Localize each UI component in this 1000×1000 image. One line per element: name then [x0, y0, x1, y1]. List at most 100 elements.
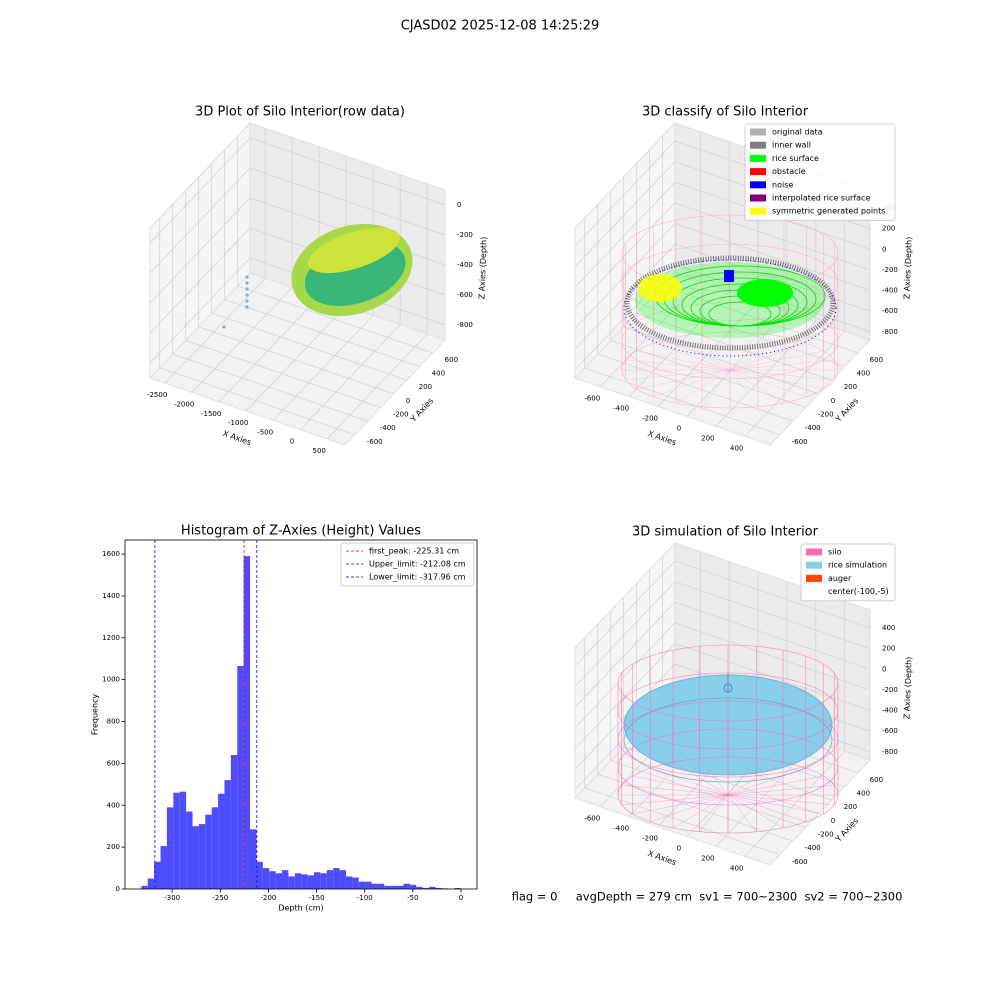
- silo-spoke: [727, 767, 806, 796]
- z-tick-label: 0: [457, 201, 461, 209]
- plot-frame: [124, 539, 478, 890]
- status-footer: flag = 0 avgDepth = 279 cm sv1 = 700~230…: [512, 890, 903, 904]
- grid-line: [185, 340, 381, 408]
- grid-line: [744, 751, 845, 857]
- histogram-bar: [339, 870, 346, 889]
- z-tick-label: 400: [882, 624, 895, 632]
- z-tick-label: -600: [457, 291, 473, 299]
- legend-label: inner wall: [772, 141, 811, 150]
- histogram-bar: [435, 887, 442, 889]
- x-tick-label: 0: [290, 438, 294, 446]
- grid-line: [674, 560, 871, 629]
- grid-line: [574, 602, 676, 708]
- grid-line: [574, 243, 676, 350]
- legend-label: symmetric generated points: [772, 207, 885, 216]
- grid-line: [584, 787, 780, 856]
- histogram-bar: [269, 871, 276, 889]
- z-axis-label: Z Axies (Depth): [477, 237, 488, 300]
- z-tick-label: -200: [882, 266, 898, 274]
- z-tick-label: 200: [882, 225, 895, 233]
- silo-spoke: [625, 369, 731, 381]
- histogram-bar: [352, 877, 359, 889]
- y-axis-label: Frequency: [91, 694, 100, 736]
- grid-line: [657, 301, 759, 407]
- legend-patch: [750, 181, 766, 189]
- grid-line: [674, 202, 871, 271]
- y-tick-label: -200: [818, 831, 834, 839]
- histogram-bar: [237, 666, 244, 889]
- y-tick-label: 600: [870, 356, 883, 364]
- y-tick-label: 0: [116, 885, 120, 893]
- grid-line: [272, 315, 374, 421]
- x-tick-label: -500: [257, 428, 273, 436]
- histogram-bar: [333, 868, 340, 889]
- grid-line: [584, 367, 780, 436]
- x-tick-label: -600: [584, 395, 600, 403]
- legend-patch: [750, 207, 766, 215]
- legend-patch: [750, 141, 766, 149]
- y-tick-label: 400: [432, 370, 445, 378]
- x-tick-label: -2500: [147, 391, 167, 399]
- x-tick-label: -50: [407, 894, 418, 902]
- z-axis-label: Z Axies (Depth): [902, 237, 913, 300]
- grid-line: [674, 601, 871, 670]
- grid-line: [674, 643, 871, 711]
- histogram-bar: [313, 872, 321, 889]
- silo-spoke: [727, 794, 806, 823]
- x-tick-label: 500: [312, 447, 325, 455]
- stray-point: [245, 281, 249, 285]
- y-tick-label: -600: [792, 438, 808, 446]
- grid-line: [574, 140, 676, 247]
- x-tick-label: -400: [613, 825, 629, 833]
- x-tick-label: -1000: [228, 419, 248, 427]
- x-tick-label: -2000: [174, 400, 194, 408]
- legend-label: first_peak: -225.31 cm: [369, 547, 459, 556]
- silo-spoke: [653, 369, 731, 398]
- x-tick-label: 0: [459, 894, 463, 902]
- y-tick-label: 600: [107, 759, 120, 767]
- legend-box: [744, 123, 896, 221]
- z-tick-label: -800: [882, 328, 898, 336]
- legend-label: center(-100,-5): [828, 587, 889, 596]
- histogram-bar: [403, 883, 410, 889]
- z-tick-label: -600: [882, 307, 898, 315]
- grid-line: [600, 281, 701, 387]
- silo-spoke: [699, 794, 729, 832]
- legend-patch: [750, 128, 766, 136]
- noise-ring: [623, 259, 837, 357]
- silo-spoke: [727, 784, 835, 796]
- x-tick-label: 0: [677, 844, 681, 852]
- silo-spoke: [729, 333, 759, 371]
- y-tick-label: 1600: [102, 550, 120, 558]
- z-tick-label: 0: [882, 245, 886, 253]
- x-tick-label: -100: [357, 894, 373, 902]
- grid-line: [149, 257, 251, 364]
- grid-line: [211, 312, 407, 381]
- stray-point: [245, 287, 249, 291]
- x-tick-label: -150: [309, 894, 325, 902]
- histogram-bar: [192, 826, 199, 889]
- histogram-bar: [205, 814, 212, 889]
- legend-label: rice simulation: [828, 561, 887, 570]
- panel-title: 3D simulation of Silo Interior: [632, 525, 819, 540]
- silo-spoke: [632, 794, 729, 815]
- histogram-bar: [211, 807, 219, 889]
- grid-line: [224, 299, 420, 367]
- grid-line: [636, 312, 832, 381]
- symmetric-points: [638, 274, 682, 302]
- grid-line: [249, 137, 446, 206]
- y-tick-label: 0: [831, 817, 835, 825]
- silo-spoke: [727, 794, 784, 829]
- z-tick-label: -400: [457, 261, 473, 269]
- legend-label: Upper_limit: -212.08 cm: [369, 560, 466, 569]
- y-tick-label: 800: [107, 718, 120, 726]
- silo-spoke: [729, 350, 824, 371]
- legend-label: Lower_limit: -317.96 cm: [369, 573, 466, 582]
- grid-line: [574, 560, 676, 667]
- grid-line: [198, 326, 394, 395]
- grid-line: [149, 167, 251, 274]
- panel-title: 3D Plot of Silo Interior(row data): [195, 105, 405, 120]
- legend-patch: [750, 154, 766, 162]
- y-tick-label: 600: [870, 776, 883, 784]
- histogram-bar: [262, 868, 270, 889]
